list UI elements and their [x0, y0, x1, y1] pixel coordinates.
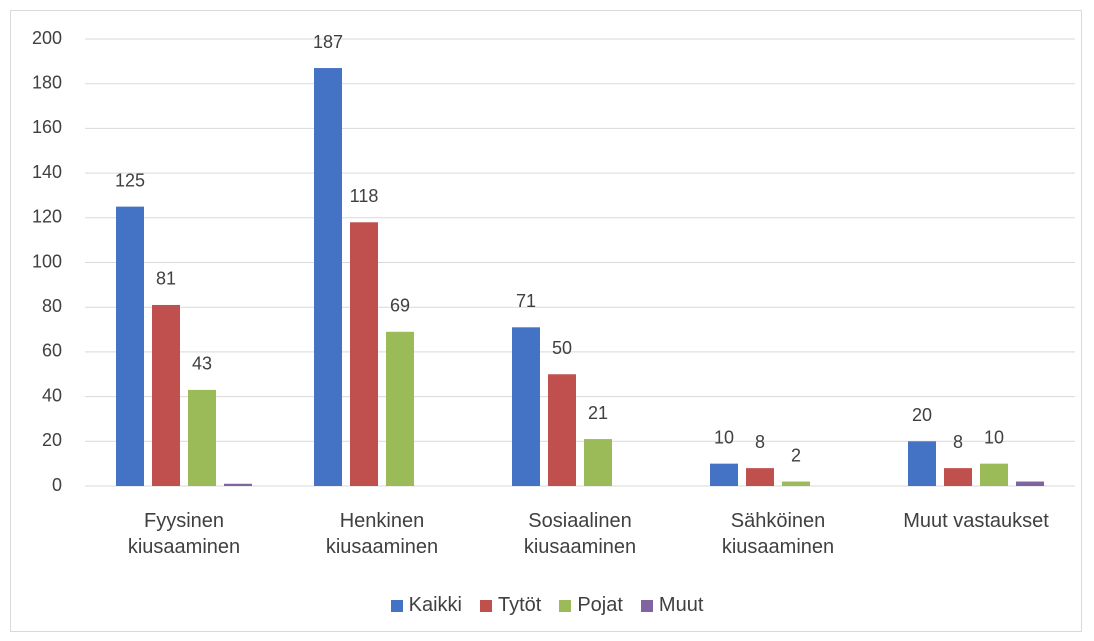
data-label: 71 [516, 291, 536, 311]
data-label: 187 [313, 32, 343, 52]
legend-swatch [390, 599, 403, 612]
bar [584, 439, 612, 486]
y-tick-label: 0 [52, 475, 62, 495]
legend-label: Tytöt [497, 594, 542, 616]
data-label: 10 [984, 427, 1004, 447]
bar [116, 206, 144, 486]
y-tick-label: 80 [42, 296, 62, 316]
data-label: 118 [350, 186, 379, 206]
bar [224, 483, 252, 486]
data-label: 125 [115, 170, 145, 190]
y-tick-label: 60 [42, 341, 62, 361]
chart-frame [10, 10, 1082, 632]
bar [908, 441, 936, 486]
legend: Kaikki Tytöt Pojat Muut [0, 594, 1094, 617]
data-label: 10 [714, 427, 734, 447]
legend-swatch [479, 599, 492, 612]
x-tick-label: Muut vastaukset [903, 510, 1049, 532]
data-label: 8 [755, 432, 765, 452]
bar [710, 463, 738, 486]
data-label: 43 [192, 354, 212, 374]
legend-label: Muut [658, 594, 704, 616]
legend-swatch [640, 599, 653, 612]
bar [350, 222, 378, 486]
y-tick-label: 120 [32, 207, 62, 227]
bar [152, 304, 180, 486]
bar [548, 374, 576, 486]
legend-label: Kaikki [408, 594, 462, 616]
bar [980, 463, 1008, 486]
bar [314, 68, 342, 487]
data-label: 20 [912, 405, 932, 425]
data-label: 2 [791, 445, 801, 465]
y-tick-label: 160 [32, 117, 62, 137]
data-label: 69 [390, 296, 410, 316]
y-tick-label: 140 [32, 162, 62, 182]
x-tick-label: Sähköinen kiusaaminen [721, 510, 835, 558]
bar [386, 331, 414, 486]
legend-item: Muut [640, 594, 704, 617]
y-tick-label: 200 [32, 28, 62, 48]
legend-item: Tytöt [479, 594, 542, 617]
legend-swatch [559, 599, 572, 612]
y-tick-label: 180 [32, 72, 62, 92]
y-tick-label: 20 [42, 430, 62, 450]
bar [188, 389, 216, 486]
data-label: 50 [552, 338, 572, 358]
y-tick-label: 40 [42, 385, 62, 405]
x-tick-label: Fyysinen kiusaaminen [127, 510, 241, 558]
bar [1016, 481, 1044, 486]
data-label: 8 [953, 432, 963, 452]
y-tick-label: 100 [32, 251, 62, 271]
x-tick-label: Sosiaalinen kiusaaminen [523, 510, 637, 558]
data-label: 81 [156, 269, 176, 289]
legend-item: Kaikki [390, 594, 462, 617]
legend-item: Pojat [559, 594, 623, 617]
data-label: 21 [588, 403, 608, 423]
bar [746, 468, 774, 486]
bar [944, 468, 972, 486]
legend-label: Pojat [577, 594, 623, 616]
x-tick-label: Henkinen kiusaaminen [325, 510, 439, 558]
bar [782, 481, 810, 486]
bar [512, 327, 540, 486]
